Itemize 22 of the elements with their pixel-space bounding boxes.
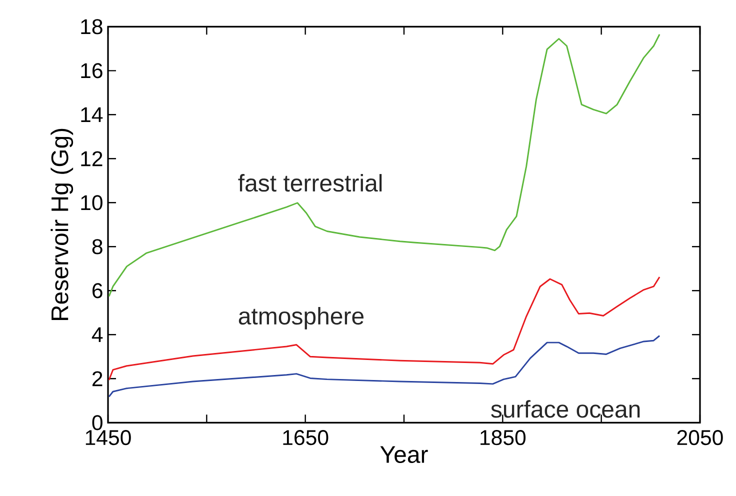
- y-tick-label: 8: [92, 239, 102, 254]
- y-tick-label: 14: [81, 107, 103, 122]
- y-tick-label: 6: [92, 283, 102, 298]
- y-tick-label: 18: [81, 19, 102, 34]
- line-series: [108, 34, 660, 298]
- line-series: [108, 335, 660, 398]
- y-tick-label: 2: [92, 371, 102, 386]
- y-axis-title: Reservoir Hg (Gg): [50, 128, 74, 320]
- series-label: surface ocean: [491, 400, 640, 418]
- x-tick-label: 1650: [283, 430, 328, 446]
- y-tick-label: 16: [81, 63, 102, 78]
- line-series: [108, 276, 660, 381]
- series-label: atmosphere: [238, 306, 364, 330]
- x-tick-label: 1850: [480, 430, 526, 446]
- series-label: fast terrestrial: [238, 174, 382, 192]
- y-tick-label: 10: [81, 195, 102, 210]
- y-tick-label: 12: [81, 151, 102, 166]
- x-tick-label: 1450: [86, 430, 131, 446]
- y-tick-label: 0: [92, 415, 102, 430]
- y-tick-label: 4: [92, 327, 103, 342]
- x-axis-title: Year: [380, 446, 428, 464]
- x-tick-label: 2050: [677, 430, 723, 446]
